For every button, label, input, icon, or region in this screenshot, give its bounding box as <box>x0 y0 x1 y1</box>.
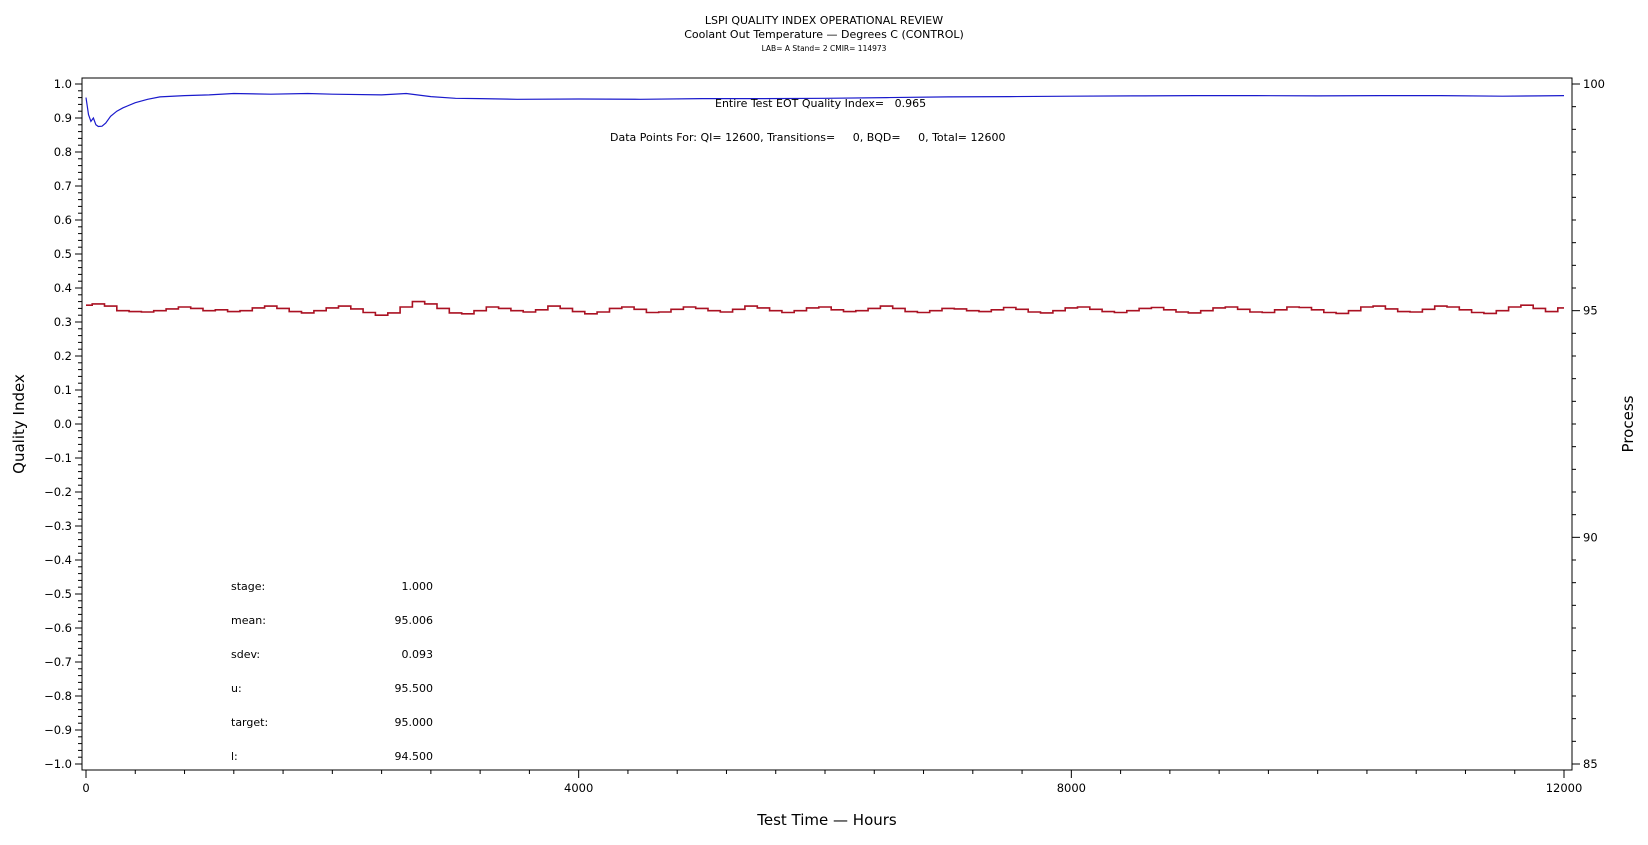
stat-value: 0.093 <box>402 648 434 661</box>
y-tick-label: 0.4 <box>54 281 72 295</box>
right-axis: 100 95 90 85 <box>1572 77 1605 771</box>
y-tick-label: −1.0 <box>44 757 72 771</box>
y-tick-label: 0.1 <box>54 383 72 397</box>
stat-value: 95.500 <box>395 682 434 695</box>
y-tick-label: 1.0 <box>54 77 72 91</box>
y-tick-label: 0.9 <box>54 111 72 125</box>
x-tick-label: 12000 <box>1546 781 1583 795</box>
y2-tick-label: 100 <box>1583 77 1605 91</box>
x-tick-label: 4000 <box>564 781 593 795</box>
data-points-annotation: Data Points For: QI= 12600, Transitions=… <box>610 131 1005 144</box>
x-tick-label: 8000 <box>1057 781 1086 795</box>
y-tick-label: −0.4 <box>44 553 72 567</box>
stat-label: mean: <box>231 614 266 627</box>
chart-title: LSPI QUALITY INDEX OPERATIONAL REVIEW <box>705 14 943 27</box>
series-line-process <box>86 300 1564 316</box>
y2-tick-label: 85 <box>1583 757 1598 771</box>
stat-label: u: <box>231 682 242 695</box>
y-tick-label: 0.3 <box>54 315 72 329</box>
stat-value: 95.000 <box>395 716 434 729</box>
y-tick-label: −0.2 <box>44 485 72 499</box>
left-axis: 1.0 0.9 0.8 0.7 0.6 0.5 0.4 0.3 0.2 0.1 0.0 −0.1 −0.… <box>44 77 82 771</box>
x-tick-label: 0 <box>82 781 89 795</box>
y-tick-label: −0.6 <box>44 621 72 635</box>
y-tick-label: 0.2 <box>54 349 72 363</box>
y-tick-label: 0.6 <box>54 213 72 227</box>
y-axis-label: Quality Index <box>10 374 28 474</box>
y-tick-label: −0.1 <box>44 451 72 465</box>
y-tick-label: −0.8 <box>44 689 72 703</box>
y2-tick-label: 95 <box>1583 304 1598 318</box>
stats-block: stage: 1.000 mean: 95.006 sdev: 0.093 u: 95.500… <box>231 580 433 763</box>
chart-subsubtitle: LAB= A Stand= 2 CMIR= 114973 <box>762 44 887 53</box>
series-line-quality-index <box>85 92 1565 128</box>
stat-label: l: <box>231 750 238 763</box>
y-tick-label: −0.3 <box>44 519 72 533</box>
stat-value: 95.006 <box>395 614 434 627</box>
bottom-axis: 0 4000 8000 12000 <box>82 770 1582 795</box>
stat-label: stage: <box>231 580 265 593</box>
stat-label: target: <box>231 716 268 729</box>
quality-index-annotation: Entire Test EOT Quality Index= 0.965 <box>715 97 926 110</box>
y2-axis-label: Process <box>1619 395 1637 452</box>
y-tick-label: −0.5 <box>44 587 72 601</box>
stat-value: 94.500 <box>395 750 434 763</box>
y2-tick-label: 90 <box>1583 530 1598 544</box>
y-tick-label: −0.9 <box>44 723 72 737</box>
x-axis-label: Test Time — Hours <box>756 811 897 829</box>
stat-value: 1.000 <box>402 580 434 593</box>
y-tick-label: 0.7 <box>54 179 72 193</box>
chart-subtitle: Coolant Out Temperature — Degrees C (CON… <box>684 28 964 41</box>
plot-frame <box>81 77 1573 771</box>
y-tick-label: 0.8 <box>54 145 72 159</box>
y-tick-label: 0.5 <box>54 247 72 261</box>
y-tick-label: −0.7 <box>44 655 72 669</box>
y-tick-label: 0.0 <box>54 417 72 431</box>
stat-label: sdev: <box>231 648 260 661</box>
